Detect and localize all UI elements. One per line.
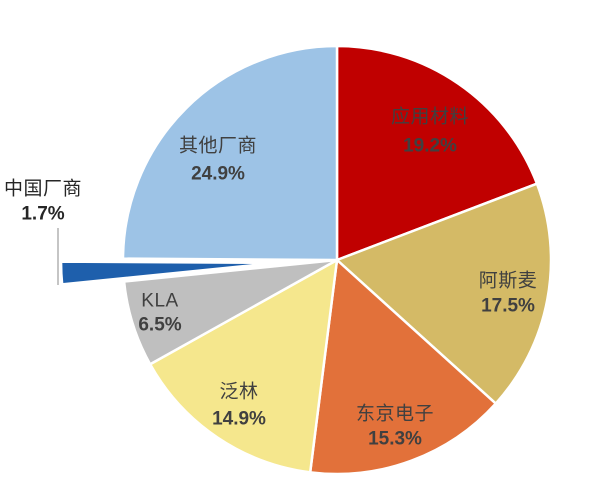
pie-slice-1[interactable] [335, 182, 553, 405]
pie-slice-4[interactable] [122, 258, 339, 366]
pie-slice-0[interactable] [335, 44, 539, 262]
pie-slice-2[interactable] [308, 258, 497, 476]
pie-slice-3[interactable] [148, 258, 339, 474]
pie-slice-6[interactable] [121, 44, 339, 262]
pie-slice-5[interactable] [59, 260, 277, 286]
